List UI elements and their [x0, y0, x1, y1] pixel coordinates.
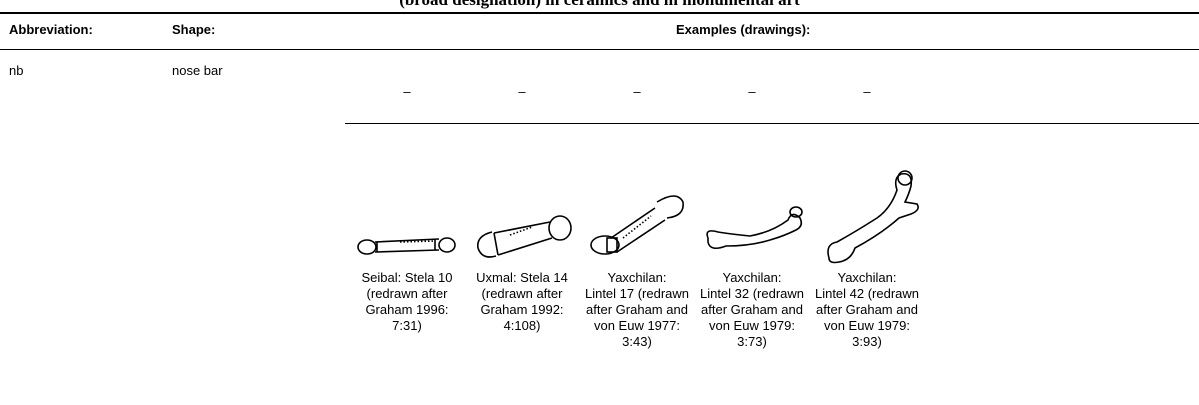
top-rule [0, 12, 1199, 14]
placeholder: – [403, 84, 411, 99]
caption-line: Graham 1996: [365, 302, 449, 317]
caption-line: Yaxchilan: [722, 270, 782, 285]
caption: Yaxchilan: Lintel 42 (redrawn after Graham… [809, 270, 925, 350]
column-header: Abbreviation: [9, 22, 93, 37]
drawing [357, 237, 456, 255]
caption-line: von Euw 1977: [593, 318, 680, 333]
caption-line: Lintel 17 (redrawn [584, 286, 690, 301]
shape: nose bar [172, 63, 223, 78]
caption-line: 3:93) [852, 334, 882, 349]
caption-line: 3:43) [622, 334, 652, 349]
placeholder: – [748, 84, 756, 99]
caption-line: after Graham and [586, 302, 688, 317]
drawing [590, 195, 684, 255]
caption-line: after Graham and [816, 302, 918, 317]
drawing [476, 215, 572, 258]
caption: Seibal: Stela 10 (redrawn after Graham 199… [349, 270, 465, 334]
caption: Yaxchilan: Lintel 17 (redrawn after Graham… [579, 270, 695, 350]
caption-line: Yaxchilan: [607, 270, 667, 285]
caption-line: von Euw 1979: [708, 318, 795, 333]
drawing [706, 206, 803, 250]
caption-line: 3:73) [737, 334, 767, 349]
column-header: Shape: [172, 22, 216, 37]
caption-line: Lintel 42 (redrawn [814, 286, 920, 301]
header-rule [0, 49, 1199, 50]
caption-line: (redrawn after [366, 286, 448, 301]
caption-line: 4:108) [503, 318, 541, 333]
placeholder: – [518, 84, 526, 99]
abbreviation: nb [9, 63, 24, 78]
caption: Uxmal: Stela 14 (redrawn after Graham 1992… [464, 270, 580, 334]
caption-line: Lintel 32 (redrawn [699, 286, 805, 301]
column-header: Examples (drawings): [676, 22, 811, 37]
caption-line: Uxmal: Stela 14 [476, 270, 568, 285]
caption: Yaxchilan: Lintel 32 (redrawn after Graham… [694, 270, 810, 350]
caption-line: after Graham and [701, 302, 803, 317]
title: (broad designation) in ceramics and in m… [0, 0, 1199, 10]
caption-line: Seibal: Stela 10 [361, 270, 453, 285]
caption-line: von Euw 1979: [823, 318, 910, 333]
caption-line: Yaxchilan: [837, 270, 897, 285]
caption-line: (redrawn after [481, 286, 563, 301]
row-rule [345, 123, 1199, 124]
placeholder: – [633, 84, 641, 99]
drawing [827, 170, 919, 264]
caption-line: Graham 1992: [480, 302, 564, 317]
caption-line: 7:31) [392, 318, 422, 333]
placeholder: – [863, 84, 871, 99]
